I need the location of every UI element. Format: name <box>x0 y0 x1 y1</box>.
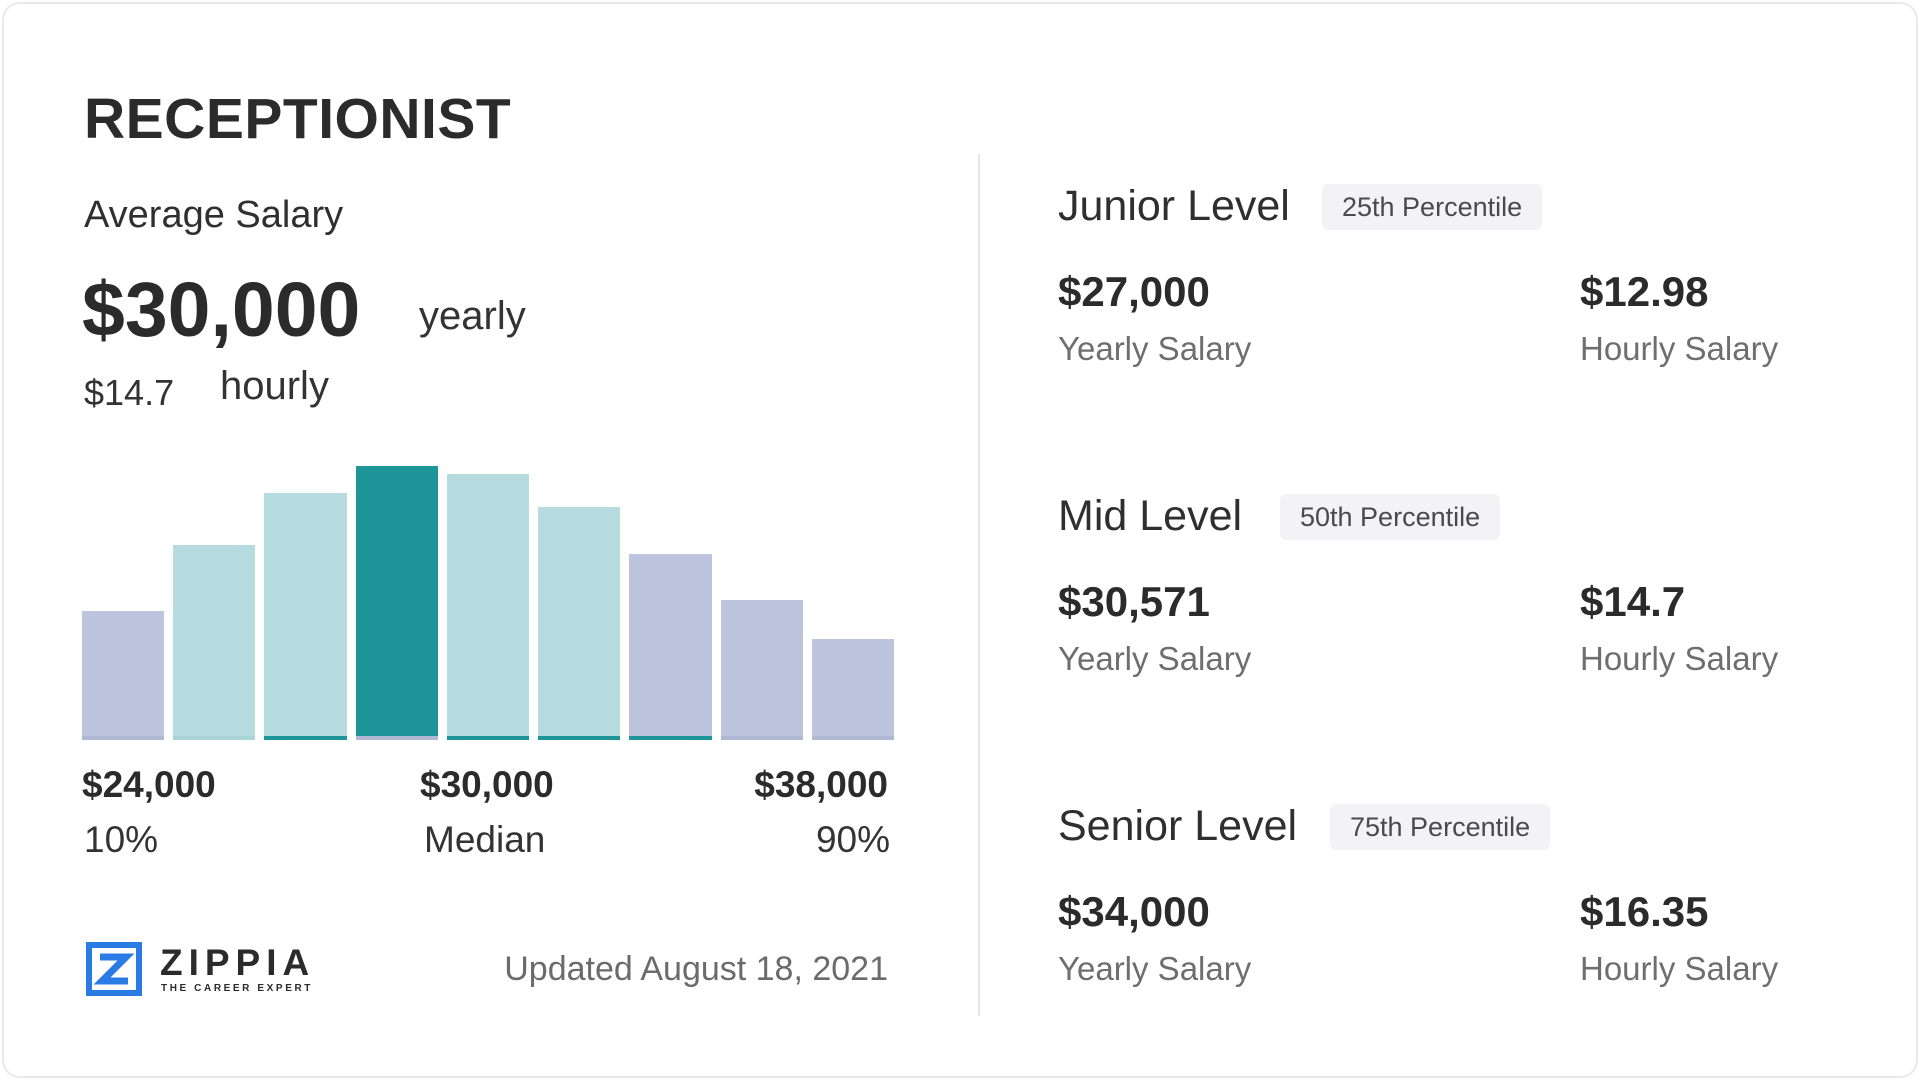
histogram-bar <box>720 600 803 740</box>
histogram-bar-baseline <box>173 736 256 740</box>
mid-level-section: Mid Level 50th Percentile $30,571 Yearly… <box>1058 492 1858 712</box>
histogram-bar <box>811 639 894 740</box>
average-hourly-salary: $14.7 <box>84 372 175 413</box>
hourly-salary-value: $14.7 <box>1580 578 1686 625</box>
hourly-salary-value: $12.98 <box>1580 268 1709 315</box>
job-title: RECEPTIONIST <box>84 87 512 151</box>
tick-label-low: 10% <box>84 819 159 860</box>
average-salary-label: Average Salary <box>84 194 344 236</box>
histogram-bar <box>538 507 621 740</box>
hourly-unit-label: hourly <box>220 364 329 408</box>
histogram-bar-baseline <box>538 736 621 740</box>
salary-histogram <box>82 466 894 740</box>
histogram-bar-baseline <box>264 736 347 740</box>
histogram-bar <box>173 545 256 740</box>
level-name: Senior Level <box>1058 802 1298 850</box>
histogram-bar-baseline <box>629 736 712 740</box>
tick-value-low: $24,000 <box>82 764 216 805</box>
histogram-bar <box>82 611 165 740</box>
yearly-salary-value: $34,000 <box>1058 888 1210 935</box>
histogram-bar <box>264 493 347 740</box>
percentile-badge: 25th Percentile <box>1322 184 1543 230</box>
yearly-salary-value: $27,000 <box>1058 268 1210 315</box>
junior-level-section: Junior Level 25th Percentile $27,000 Yea… <box>1058 182 1858 402</box>
senior-level-section: Senior Level 75th Percentile $34,000 Yea… <box>1058 802 1858 1022</box>
percentile-badge: 50th Percentile <box>1280 494 1501 540</box>
brand-tagline: THE CAREER EXPERT <box>161 983 313 994</box>
histogram-bar-baseline <box>355 736 438 740</box>
hourly-salary-value: $16.35 <box>1580 888 1709 935</box>
yearly-unit-label: yearly <box>419 294 526 338</box>
yearly-salary-label: Yearly Salary <box>1058 330 1252 367</box>
histogram-bar-baseline <box>82 736 165 740</box>
percentile-badge: 75th Percentile <box>1330 804 1551 850</box>
histogram-bar <box>355 466 438 740</box>
average-yearly-salary: $30,000 <box>82 267 361 353</box>
tick-value-high: $38,000 <box>754 764 888 805</box>
yearly-salary-label: Yearly Salary <box>1058 640 1252 677</box>
brand-name: ZIPPIA <box>160 942 316 983</box>
tick-label-high: 90% <box>815 819 890 860</box>
column-divider <box>978 154 980 1016</box>
level-name: Mid Level <box>1058 492 1243 540</box>
histogram-bar <box>629 554 712 740</box>
histogram-bar-baseline <box>720 736 803 740</box>
histogram-bar <box>446 474 530 740</box>
zippia-logo-icon <box>86 942 142 996</box>
histogram-bar-baseline <box>811 736 894 740</box>
updated-date: Updated August 18, 2021 <box>504 950 888 988</box>
yearly-salary-label: Yearly Salary <box>1058 950 1252 987</box>
tick-value-median: $30,000 <box>420 764 554 805</box>
tick-label-median: Median <box>424 819 546 860</box>
hourly-salary-label: Hourly Salary <box>1580 640 1779 677</box>
histogram-bar-baseline <box>446 736 530 740</box>
hourly-salary-label: Hourly Salary <box>1580 330 1779 367</box>
yearly-salary-value: $30,571 <box>1058 578 1210 625</box>
level-name: Junior Level <box>1058 182 1290 230</box>
hourly-salary-label: Hourly Salary <box>1580 950 1779 987</box>
